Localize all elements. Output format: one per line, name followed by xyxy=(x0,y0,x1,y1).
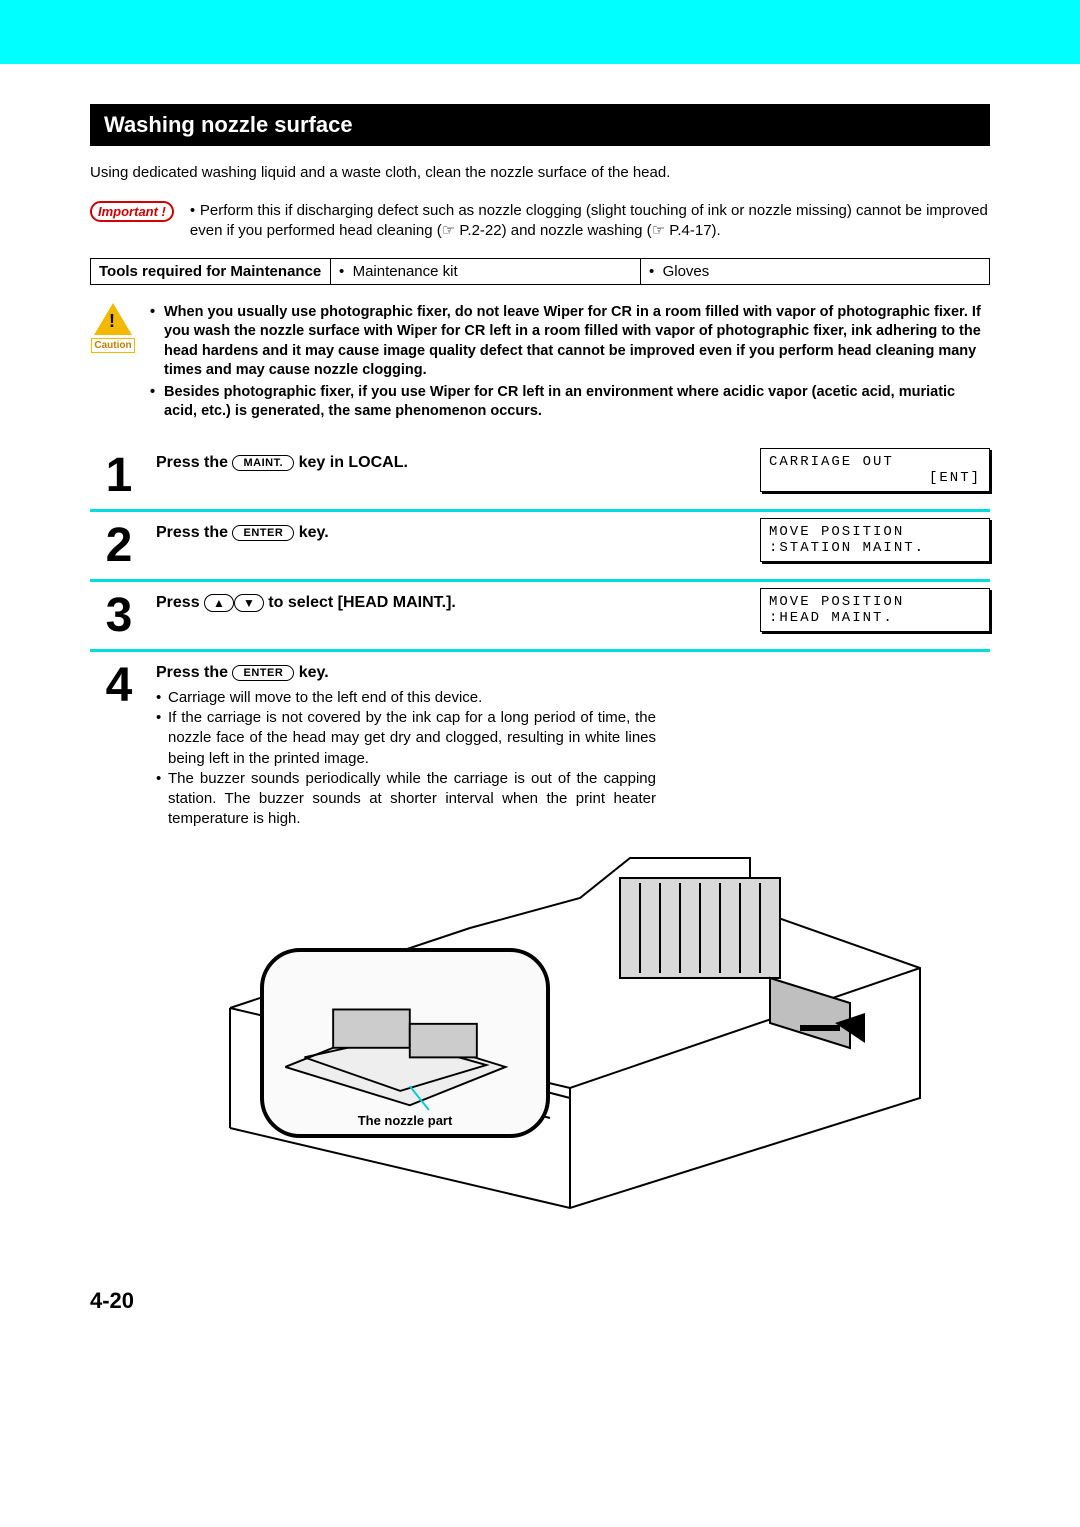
step-2-post: key. xyxy=(294,524,328,541)
tools-item-1-text: Maintenance kit xyxy=(353,263,458,280)
nozzle-label: The nozzle part xyxy=(358,1113,453,1128)
step-2-instruction: Press the ENTER key. xyxy=(156,524,329,541)
caution-block: Caution •When you usually use photograph… xyxy=(90,303,990,424)
step-4-bullets: •Carriage will move to the left end of t… xyxy=(156,688,656,830)
step-4-pre: Press the xyxy=(156,664,232,681)
tools-item-1: • Maintenance kit xyxy=(331,258,641,284)
step-2-display: MOVE POSITION :STATION MAINT. xyxy=(760,518,990,562)
page-number: 4-20 xyxy=(90,1288,990,1314)
tools-item-2-text: Gloves xyxy=(663,263,710,280)
page-content: Washing nozzle surface Using dedicated w… xyxy=(0,64,1080,1354)
important-text: •Perform this if discharging defect such… xyxy=(190,201,990,242)
caution-item-2: Besides photographic fixer, if you use W… xyxy=(164,383,990,422)
caution-text: •When you usually use photographic fixer… xyxy=(150,303,990,424)
step-1-post: key in LOCAL. xyxy=(294,454,408,471)
step-separator xyxy=(90,579,990,582)
step-1-pre: Press the xyxy=(156,454,232,471)
step-3: 3 Press ▲▼ to select [HEAD MAINT.]. MOVE… xyxy=(90,588,990,643)
step-1-instruction: Press the MAINT. key in LOCAL. xyxy=(156,454,408,471)
step-2-disp-line2: :STATION MAINT. xyxy=(769,540,981,556)
caution-icon: Caution xyxy=(90,303,136,353)
maint-key: MAINT. xyxy=(232,455,294,471)
step-3-pre: Press xyxy=(156,594,204,611)
important-block: Important ! •Perform this if discharging… xyxy=(90,201,990,242)
step-4: 4 Press the ENTER key. •Carriage will mo… xyxy=(90,658,990,830)
step-3-disp-line1: MOVE POSITION xyxy=(769,594,981,610)
step-2-disp-line1: MOVE POSITION xyxy=(769,524,981,540)
step-3-number: 3 xyxy=(90,588,148,643)
illustration: The nozzle part xyxy=(90,848,990,1248)
step-1-number: 1 xyxy=(90,448,148,503)
step-4-number: 4 xyxy=(90,658,148,713)
tools-item-2: • Gloves xyxy=(641,258,990,284)
step-4-bullet-2: If the carriage is not covered by the in… xyxy=(168,708,656,769)
step-3-instruction: Press ▲▼ to select [HEAD MAINT.]. xyxy=(156,594,456,611)
step-1-disp-line1: CARRIAGE OUT xyxy=(769,454,981,470)
step-3-post: to select [HEAD MAINT.]. xyxy=(264,594,456,611)
enter-key-2: ENTER xyxy=(232,665,294,681)
section-header: Washing nozzle surface xyxy=(90,104,990,146)
step-4-post: key. xyxy=(294,664,328,681)
up-arrow-key: ▲ xyxy=(204,594,234,612)
step-4-instruction: Press the ENTER key. xyxy=(156,664,329,681)
caution-label: Caution xyxy=(91,338,134,353)
step-3-display: MOVE POSITION :HEAD MAINT. xyxy=(760,588,990,632)
important-body: Perform this if discharging defect such … xyxy=(190,202,988,239)
top-color-bar xyxy=(0,0,1080,64)
step-1-disp-line2: [ENT] xyxy=(769,470,981,486)
enter-key: ENTER xyxy=(232,525,294,541)
step-separator xyxy=(90,509,990,512)
step-4-bullet-3: The buzzer sounds periodically while the… xyxy=(168,769,656,830)
step-1-display: CARRIAGE OUT [ENT] xyxy=(760,448,990,492)
nozzle-detail xyxy=(264,952,546,1134)
nozzle-callout: The nozzle part xyxy=(260,948,550,1138)
important-badge: Important ! xyxy=(90,201,174,222)
step-3-disp-line2: :HEAD MAINT. xyxy=(769,610,981,626)
tools-table: Tools required for Maintenance • Mainten… xyxy=(90,258,990,285)
down-arrow-key: ▼ xyxy=(234,594,264,612)
step-2-number: 2 xyxy=(90,518,148,573)
step-2-pre: Press the xyxy=(156,524,232,541)
caution-item-1: When you usually use photographic fixer,… xyxy=(164,303,990,381)
tools-header: Tools required for Maintenance xyxy=(91,258,331,284)
step-2: 2 Press the ENTER key. MOVE POSITION :ST… xyxy=(90,518,990,573)
step-separator xyxy=(90,649,990,652)
intro-text: Using dedicated washing liquid and a was… xyxy=(90,164,990,181)
step-4-bullet-1: Carriage will move to the left end of th… xyxy=(168,688,482,708)
step-1: 1 Press the MAINT. key in LOCAL. CARRIAG… xyxy=(90,448,990,503)
